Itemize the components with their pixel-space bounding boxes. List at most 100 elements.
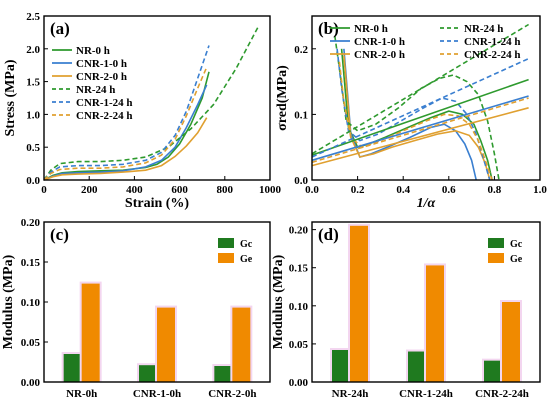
y-tick-label: 1.0	[26, 109, 40, 121]
bar	[350, 225, 368, 382]
bar	[63, 354, 82, 382]
series-line	[43, 117, 208, 181]
legend-swatch	[488, 253, 504, 263]
y-tick-label: 0.20	[21, 217, 41, 229]
series-line	[334, 35, 500, 181]
legend-label: CNR-2-24 h	[464, 49, 521, 61]
y-tick-label: 2.0	[26, 44, 40, 56]
y-tick-label: 0.15	[21, 257, 41, 269]
x-tick-label: 0.6	[442, 184, 456, 196]
legend-label: NR-0 h	[354, 23, 388, 35]
series-line	[43, 66, 208, 181]
series-line	[43, 71, 210, 181]
legend-swatch	[488, 238, 504, 248]
y-tick-label: 0.1	[294, 109, 308, 121]
x-tick-label: 0.4	[396, 184, 410, 196]
series-line	[311, 95, 529, 162]
y-tick-label: 0.10	[21, 297, 41, 309]
y-tick-label: 0.15	[289, 263, 309, 275]
x-tick-label: NR-0h	[66, 388, 97, 400]
legend-label: NR-24 h	[464, 23, 503, 35]
series-line	[336, 48, 491, 181]
legend-label: Ge	[510, 254, 523, 265]
legend-label: CNR-2-24 h	[76, 110, 133, 122]
x-tick-label: 800	[217, 184, 234, 196]
y-tick-label: 0.05	[289, 339, 309, 351]
y-axis-label: Modulus (MPa)	[271, 254, 286, 349]
panel-c: NR-0h CNR-1-0h CNR-2-0h (c) 0.00 0.05 0.10 0.15…	[1, 217, 271, 400]
panel-label: (d)	[318, 225, 339, 244]
legend-label: CNR-1-0 h	[76, 58, 127, 70]
legend-label: CNR-2-0 h	[76, 71, 127, 83]
series-line	[311, 23, 530, 155]
series-line	[340, 48, 493, 181]
panel-d: NR-24h CNR-1-24h CNR-2-24h (d) 0.00 0.05 0.10 0…	[271, 221, 541, 400]
bar	[157, 307, 175, 382]
series-line	[311, 97, 529, 164]
legend-label: CNR-1-24 h	[76, 97, 133, 109]
x-tick-label: CNR-1-24h	[399, 388, 453, 400]
legend-label: NR-0 h	[76, 45, 110, 57]
panel-label: (a)	[50, 19, 70, 38]
bar	[232, 307, 251, 382]
x-tick-label: 1000	[259, 184, 282, 196]
x-tick-label: CNR-2-24h	[475, 388, 529, 400]
x-axis-label: 1/α	[417, 196, 436, 211]
y-tick-label: 0.2	[294, 44, 308, 56]
x-tick-label: 1.0	[533, 184, 547, 196]
y-tick-label: 0.05	[21, 337, 41, 349]
legend-label: CNR-1-24 h	[464, 36, 521, 48]
y-axis-label: Stress (MPa)	[3, 59, 18, 136]
x-tick-label: 600	[171, 184, 188, 196]
series-line	[43, 45, 210, 181]
x-tick-label: 0.0	[305, 184, 319, 196]
series-line	[43, 84, 208, 181]
x-tick-label: CNR-1-0h	[133, 388, 181, 400]
bar	[332, 350, 350, 382]
bar	[139, 365, 157, 382]
legend-swatch	[218, 238, 234, 248]
legend-label: NR-24 h	[76, 84, 115, 96]
bar	[81, 283, 100, 382]
legend-label: Gc	[510, 239, 523, 250]
series-line	[43, 25, 260, 181]
x-tick-label: CNR-2-0h	[208, 388, 256, 400]
legend-label: Gc	[240, 239, 253, 250]
y-tick-label: 0.00	[21, 377, 41, 389]
bar	[214, 366, 233, 382]
bar	[484, 360, 502, 382]
x-axis-label: Strain (%)	[125, 196, 190, 211]
panel-label: (b)	[318, 19, 339, 38]
x-tick-label: NR-24h	[332, 388, 369, 400]
legend-label: CNR-2-0 h	[354, 49, 405, 61]
plot-frame	[311, 221, 541, 383]
panel-b: (b) 0.0 0.2 0.4 0.6 0.8 1.0 1/α 0.0 0.1 0.2 σred(MP…	[275, 15, 547, 211]
y-axis-label: σred(MPa)	[275, 65, 290, 131]
y-tick-label: 0.10	[289, 301, 309, 313]
x-tick-label: 0.8	[488, 184, 502, 196]
x-tick-label: 200	[81, 184, 98, 196]
bar	[502, 302, 520, 382]
y-tick-label: 2.5	[26, 11, 40, 23]
y-tick-label: 0.0	[26, 175, 40, 187]
bar	[408, 351, 426, 382]
legend-swatch	[218, 253, 234, 263]
series-line	[343, 48, 477, 181]
series-line	[311, 107, 529, 167]
x-tick-label: 0.2	[351, 184, 365, 196]
x-tick-label: 0	[41, 184, 47, 196]
y-tick-label: 0.20	[289, 225, 309, 237]
plot-frame	[311, 15, 541, 181]
x-tick-label: 400	[126, 184, 143, 196]
bar	[426, 265, 444, 382]
series-line	[338, 61, 493, 181]
y-axis-label: Modulus (MPa)	[1, 254, 16, 349]
y-tick-label: 0.5	[26, 142, 40, 154]
y-tick-label: 0.0	[294, 175, 308, 187]
y-tick-label: 1.5	[26, 77, 40, 89]
panel-a: (a) 0 200 400 600 800 1000 Strain (%) 0.0 0.5 1.0 1…	[3, 11, 282, 211]
panel-label: (c)	[50, 225, 69, 244]
plot-frame	[43, 15, 271, 181]
legend-label: CNR-1-0 h	[354, 36, 405, 48]
